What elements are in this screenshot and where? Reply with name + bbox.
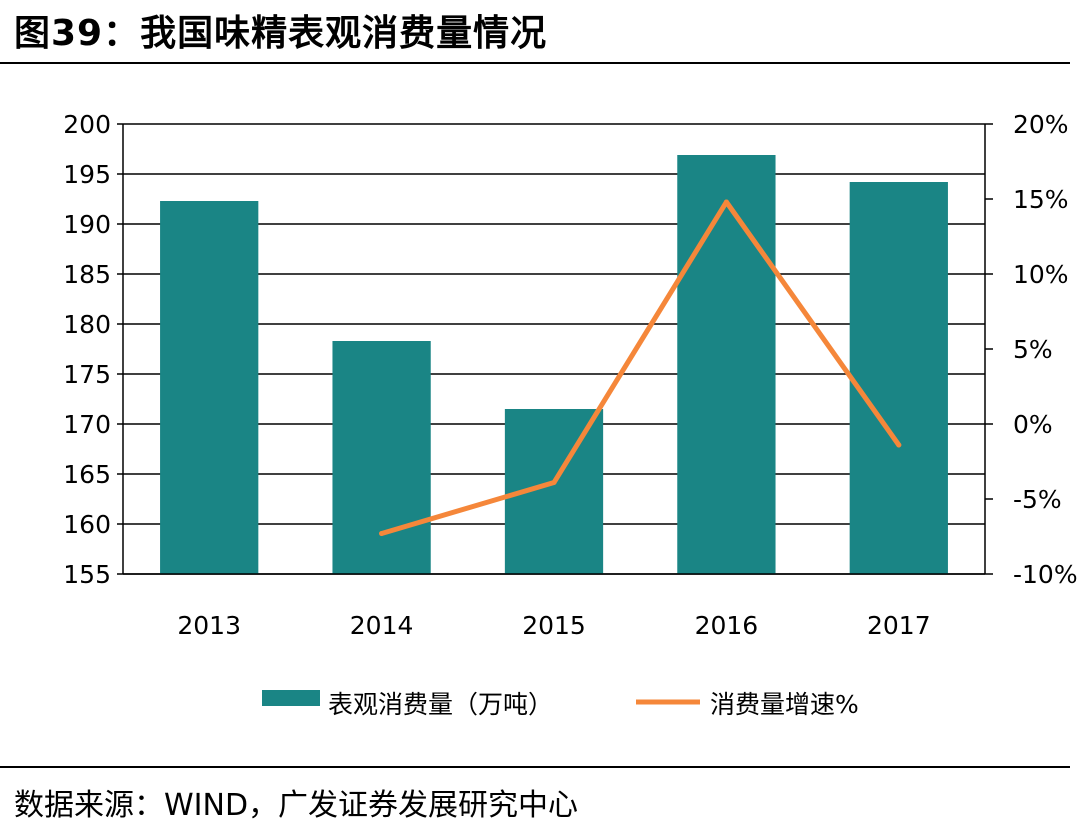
left-tick-label: 185: [63, 260, 111, 289]
source-note: 数据来源：WIND，广发证券发展研究中心: [14, 788, 579, 823]
left-tick-label: 160: [63, 510, 111, 539]
legend-swatch-bar: [262, 690, 320, 706]
growth-point: [723, 199, 729, 205]
x-tick-label: 2016: [695, 611, 759, 640]
right-tick-label: -10%: [1013, 560, 1078, 589]
axes: [117, 123, 993, 575]
left-tick-label: 170: [63, 410, 111, 439]
chart: 155 160 165 170 175 180 185 190 195 200 -10% -5% 0%…: [63, 110, 1078, 719]
left-tick-label: 165: [63, 460, 111, 489]
line-series: [379, 199, 902, 536]
x-tick-label: 2014: [350, 611, 414, 640]
growth-line: [379, 199, 902, 536]
bar-2014: [332, 341, 431, 574]
growth-point: [896, 442, 902, 448]
bar-2013: [160, 201, 259, 574]
left-tick-label: 175: [63, 360, 111, 389]
right-axis-ticks: -10% -5% 0% 5% 10% 15% 20%: [1013, 110, 1078, 589]
left-axis-ticks: 155 160 165 170 175 180 185 190 195 200: [63, 110, 111, 589]
legend: 表观消费量（万吨） 消费量增速%: [262, 690, 859, 719]
legend-label-bar: 表观消费量（万吨）: [328, 690, 553, 719]
gridlines: [123, 123, 985, 575]
footer-divider: [0, 766, 1070, 768]
growth-point: [379, 531, 385, 536]
right-tick-label: 5%: [1013, 335, 1053, 364]
left-tick-label: 180: [63, 310, 111, 339]
bar-series: [160, 155, 948, 574]
title-divider: [0, 62, 1070, 64]
bar-2017: [849, 182, 948, 574]
page-title: 图39：我国味精表观消费量情况: [14, 13, 548, 54]
left-tick-label: 155: [63, 560, 111, 589]
x-tick-label: 2013: [177, 611, 241, 640]
right-tick-label: 20%: [1013, 110, 1069, 139]
x-axis-ticks: 2013 2014 2015 2016 2017: [177, 611, 930, 640]
x-tick-label: 2015: [522, 611, 586, 640]
growth-point: [551, 480, 557, 485]
right-tick-label: 0%: [1013, 410, 1053, 439]
bar-2016: [677, 155, 776, 574]
right-tick-label: 10%: [1013, 260, 1069, 289]
right-tick-label: 15%: [1013, 185, 1069, 214]
left-tick-label: 190: [63, 210, 111, 239]
right-tick-label: -5%: [1013, 485, 1062, 514]
legend-label-line: 消费量增速%: [710, 690, 859, 719]
x-tick-label: 2017: [867, 611, 931, 640]
left-tick-label: 195: [63, 160, 111, 189]
left-tick-label: 200: [63, 110, 111, 139]
